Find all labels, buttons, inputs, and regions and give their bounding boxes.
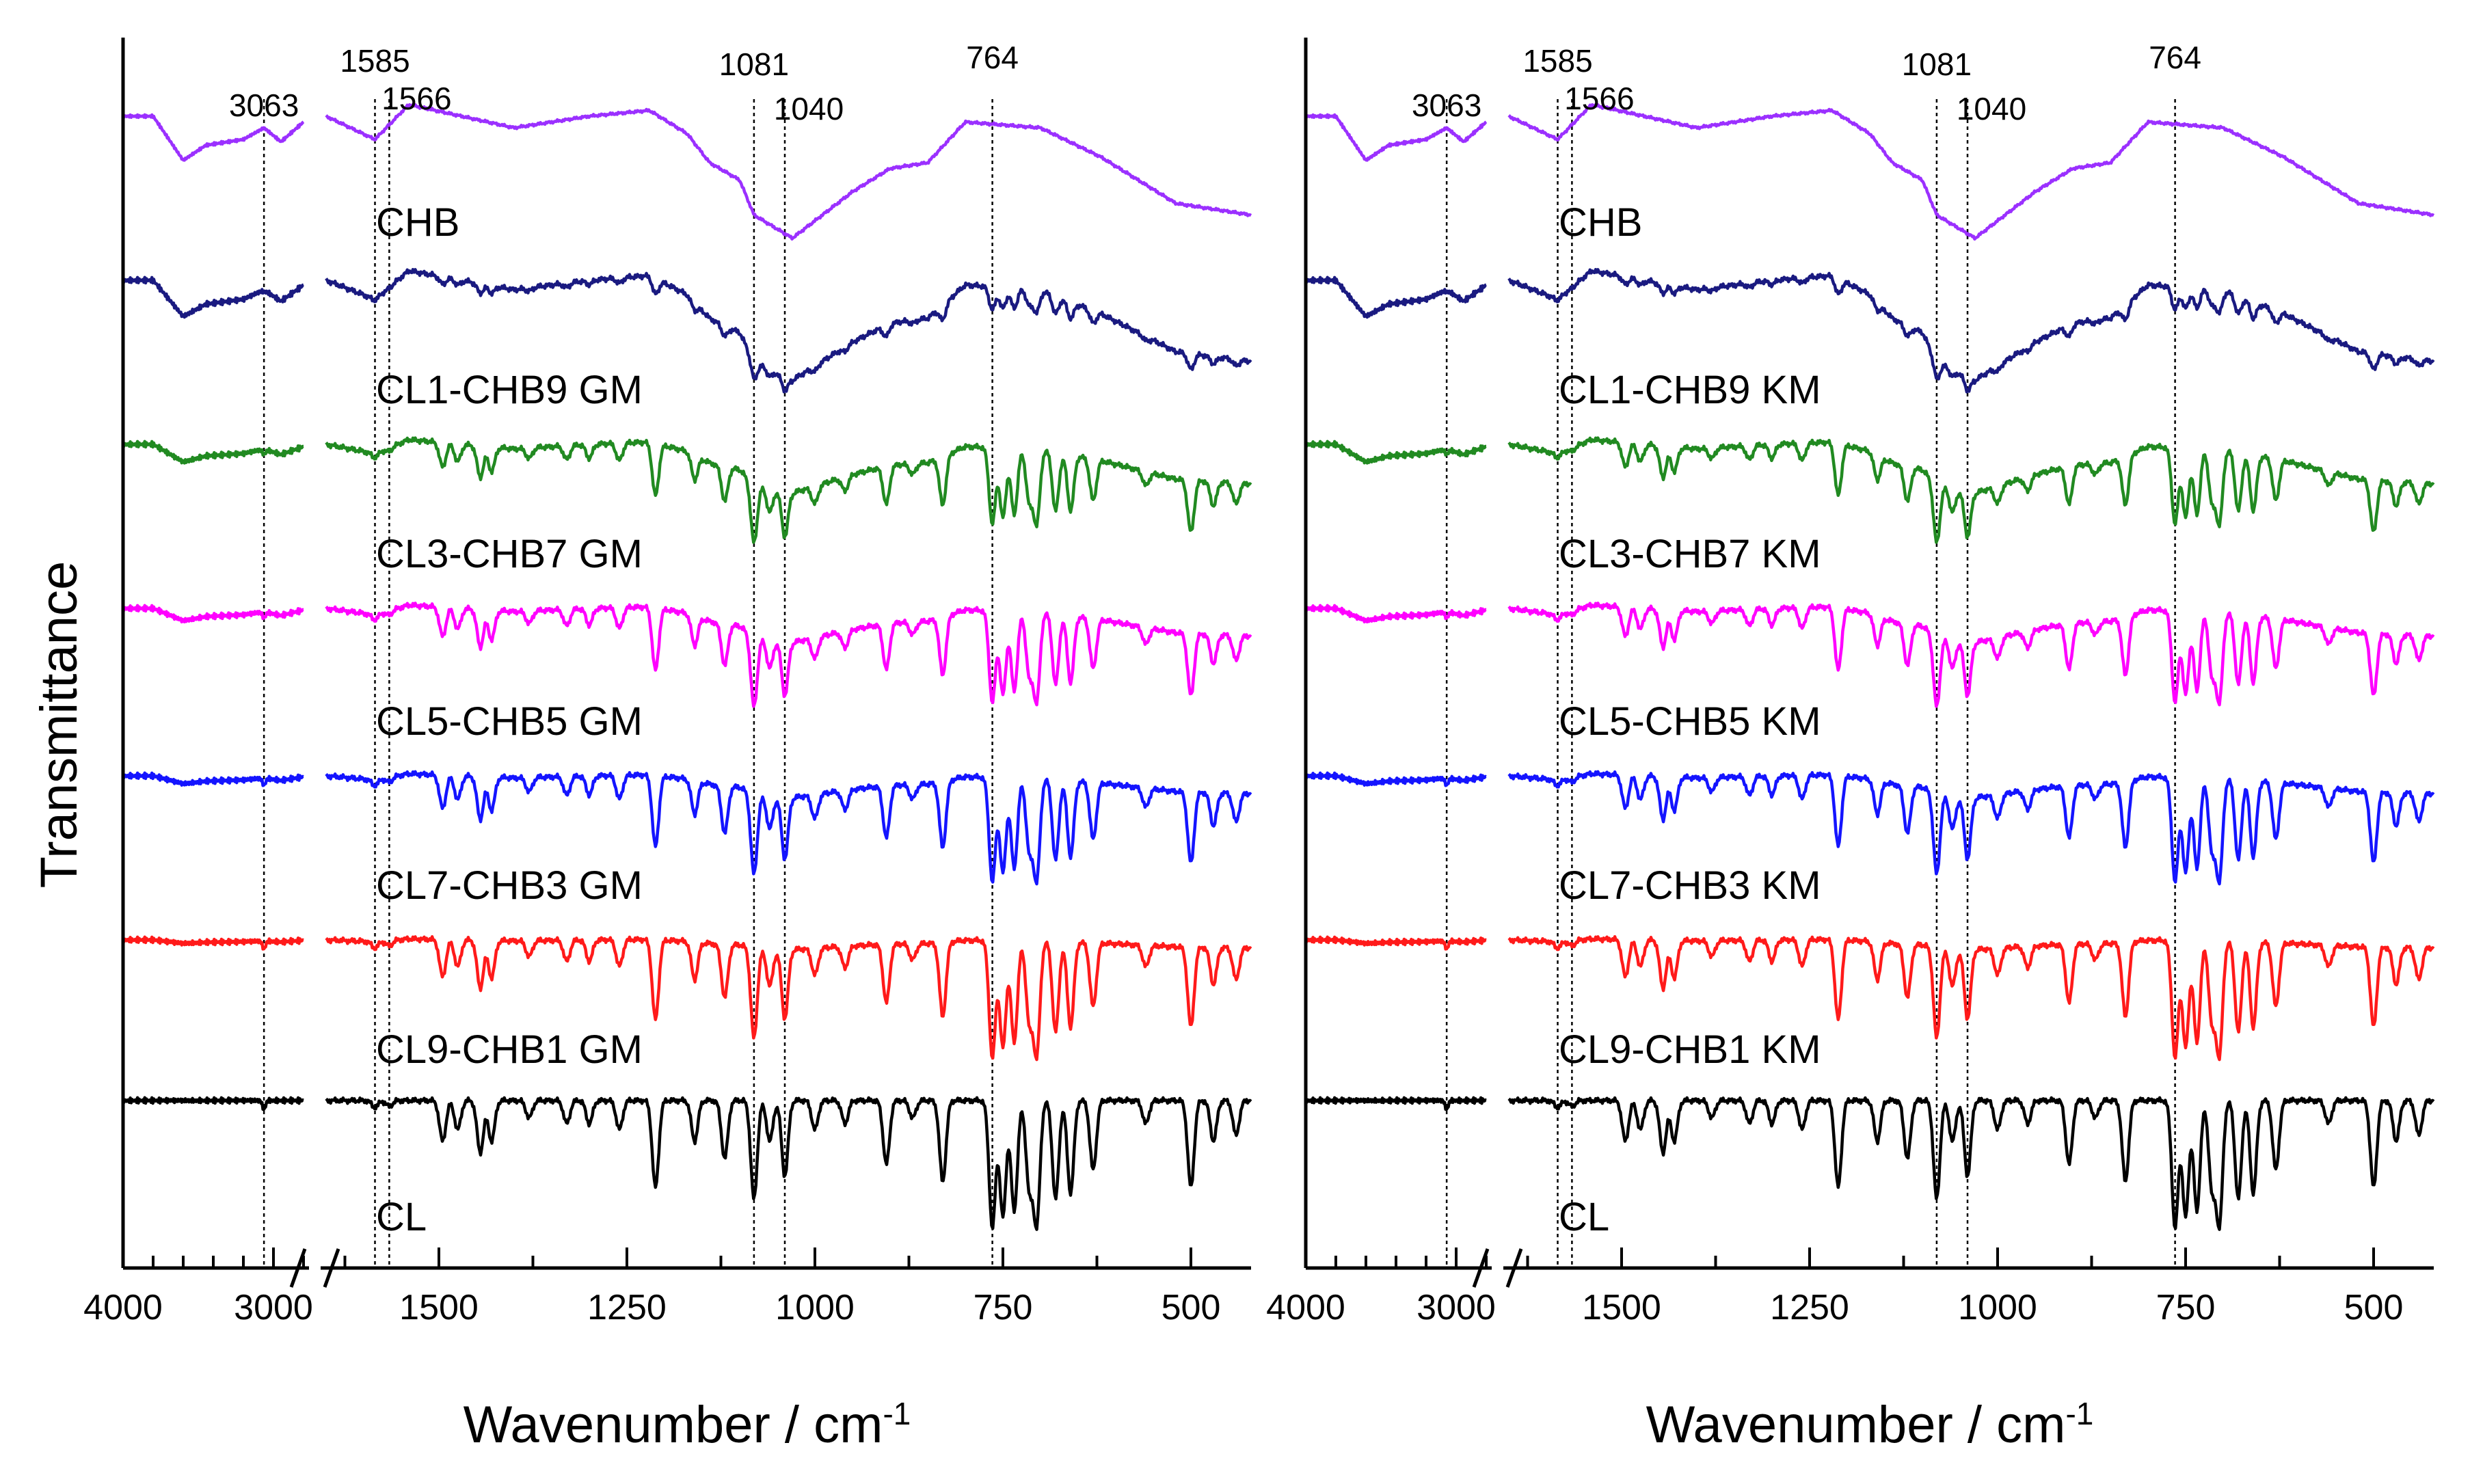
peak-label-1040: 1040: [1957, 91, 2026, 126]
series-label-cl3-chb7-gm: CL3-CHB7 GM: [376, 532, 643, 576]
axis-break-mark: [1505, 1248, 1523, 1288]
axis-break-mark: [323, 1248, 340, 1288]
series-label-cl7-chb3-gm: CL7-CHB3 GM: [376, 863, 643, 908]
peak-label-1081: 1081: [1902, 46, 1972, 82]
spectrum-cl1-chb9-gm: [121, 267, 1252, 394]
x-axis-title-text: Wavenumber / cm: [1646, 1396, 2066, 1454]
spectrum-cl5-chb5-gm: [121, 602, 1252, 708]
peak-label-764: 764: [966, 40, 1019, 75]
axis-break-mark: [289, 1248, 307, 1288]
series-label-chb: CHB: [1559, 200, 1642, 245]
spectrum-cl7-chb3-gm: [121, 770, 1252, 886]
panel-right: CHB CL1-CHB9 KM CL3-CHB7 KM CL5-CHB5 KM CL7-…: [1266, 38, 2435, 1454]
series-label-chb: CHB: [376, 200, 459, 245]
peak-label-3063: 3063: [1412, 87, 1481, 123]
spectrum-chb: [121, 103, 1252, 241]
x-tick-label-500: 500: [2344, 1288, 2404, 1327]
spectrum-cl7-chb3-km: [1304, 770, 2435, 886]
x-axis-title: Wavenumber / cm-1: [464, 1396, 911, 1454]
x-axis-title-text: Wavenumber / cm: [464, 1396, 883, 1454]
peak-label-1566: 1566: [1564, 81, 1634, 116]
series-label-cl5-chb5-gm: CL5-CHB5 GM: [376, 699, 643, 744]
series-label-cl9-chb1-gm: CL9-CHB1 GM: [376, 1027, 643, 1072]
peak-label-1040: 1040: [774, 91, 844, 126]
x-tick-label-1500: 1500: [1582, 1288, 1661, 1327]
panel-left: CHB CL1-CHB9 GM CL3-CHB7 GM CL5-CHB5 GM CL7-…: [83, 38, 1252, 1454]
x-tick-label-750: 750: [974, 1288, 1033, 1327]
series-label-cl5-chb5-km: CL5-CHB5 KM: [1559, 699, 1821, 744]
x-tick-label-500: 500: [1162, 1288, 1221, 1327]
series-label-cl3-chb7-km: CL3-CHB7 KM: [1559, 532, 1821, 576]
spectrum-cl1-chb9-km: [1304, 267, 2435, 394]
x-axis-title-superscript: -1: [2065, 1396, 2093, 1431]
series-label-cl7-chb3-km: CL7-CHB3 KM: [1559, 863, 1821, 908]
peak-label-1566: 1566: [381, 81, 451, 116]
x-tick-label-3000: 3000: [1417, 1288, 1496, 1327]
x-tick-label-4000: 4000: [1266, 1288, 1345, 1327]
x-axis-title: Wavenumber / cm-1: [1646, 1396, 2094, 1454]
spectrum-cl9-chb1-km: [1304, 935, 2435, 1062]
spectrum-cl: [121, 1096, 1252, 1231]
spectrum-cl5-chb5-km: [1304, 602, 2435, 708]
peak-label-1081: 1081: [719, 46, 789, 82]
x-tick-label-1250: 1250: [1770, 1288, 1849, 1327]
y-axis-title: Transmittance: [30, 561, 88, 889]
spectrum-cl: [1304, 1096, 2435, 1231]
series-label-cl1-chb9-gm: CL1-CHB9 GM: [376, 368, 643, 412]
x-tick-label-4000: 4000: [83, 1288, 163, 1327]
series-label-cl: CL: [376, 1195, 427, 1239]
peak-label-1585: 1585: [1522, 43, 1592, 79]
series-label-cl: CL: [1559, 1195, 1609, 1239]
spectrum-cl9-chb1-gm: [121, 935, 1252, 1062]
x-tick-label-1000: 1000: [775, 1288, 855, 1327]
x-tick-label-1250: 1250: [587, 1288, 667, 1327]
series-label-cl1-chb9-km: CL1-CHB9 KM: [1559, 368, 1821, 412]
spectrum-chb: [1304, 103, 2435, 241]
axis-break-mark: [1472, 1248, 1490, 1288]
spectrum-cl3-chb7-km: [1304, 436, 2435, 544]
x-tick-label-750: 750: [2156, 1288, 2216, 1327]
series-label-cl9-chb1-km: CL9-CHB1 KM: [1559, 1027, 1821, 1072]
peak-label-764: 764: [2149, 40, 2201, 75]
peak-label-3063: 3063: [229, 87, 299, 123]
x-tick-label-1000: 1000: [1958, 1288, 2037, 1327]
x-tick-label-3000: 3000: [234, 1288, 313, 1327]
peak-label-1585: 1585: [340, 43, 410, 79]
spectrum-cl3-chb7-gm: [121, 436, 1252, 544]
x-axis-title-superscript: -1: [883, 1396, 911, 1431]
x-tick-label-1500: 1500: [399, 1288, 479, 1327]
